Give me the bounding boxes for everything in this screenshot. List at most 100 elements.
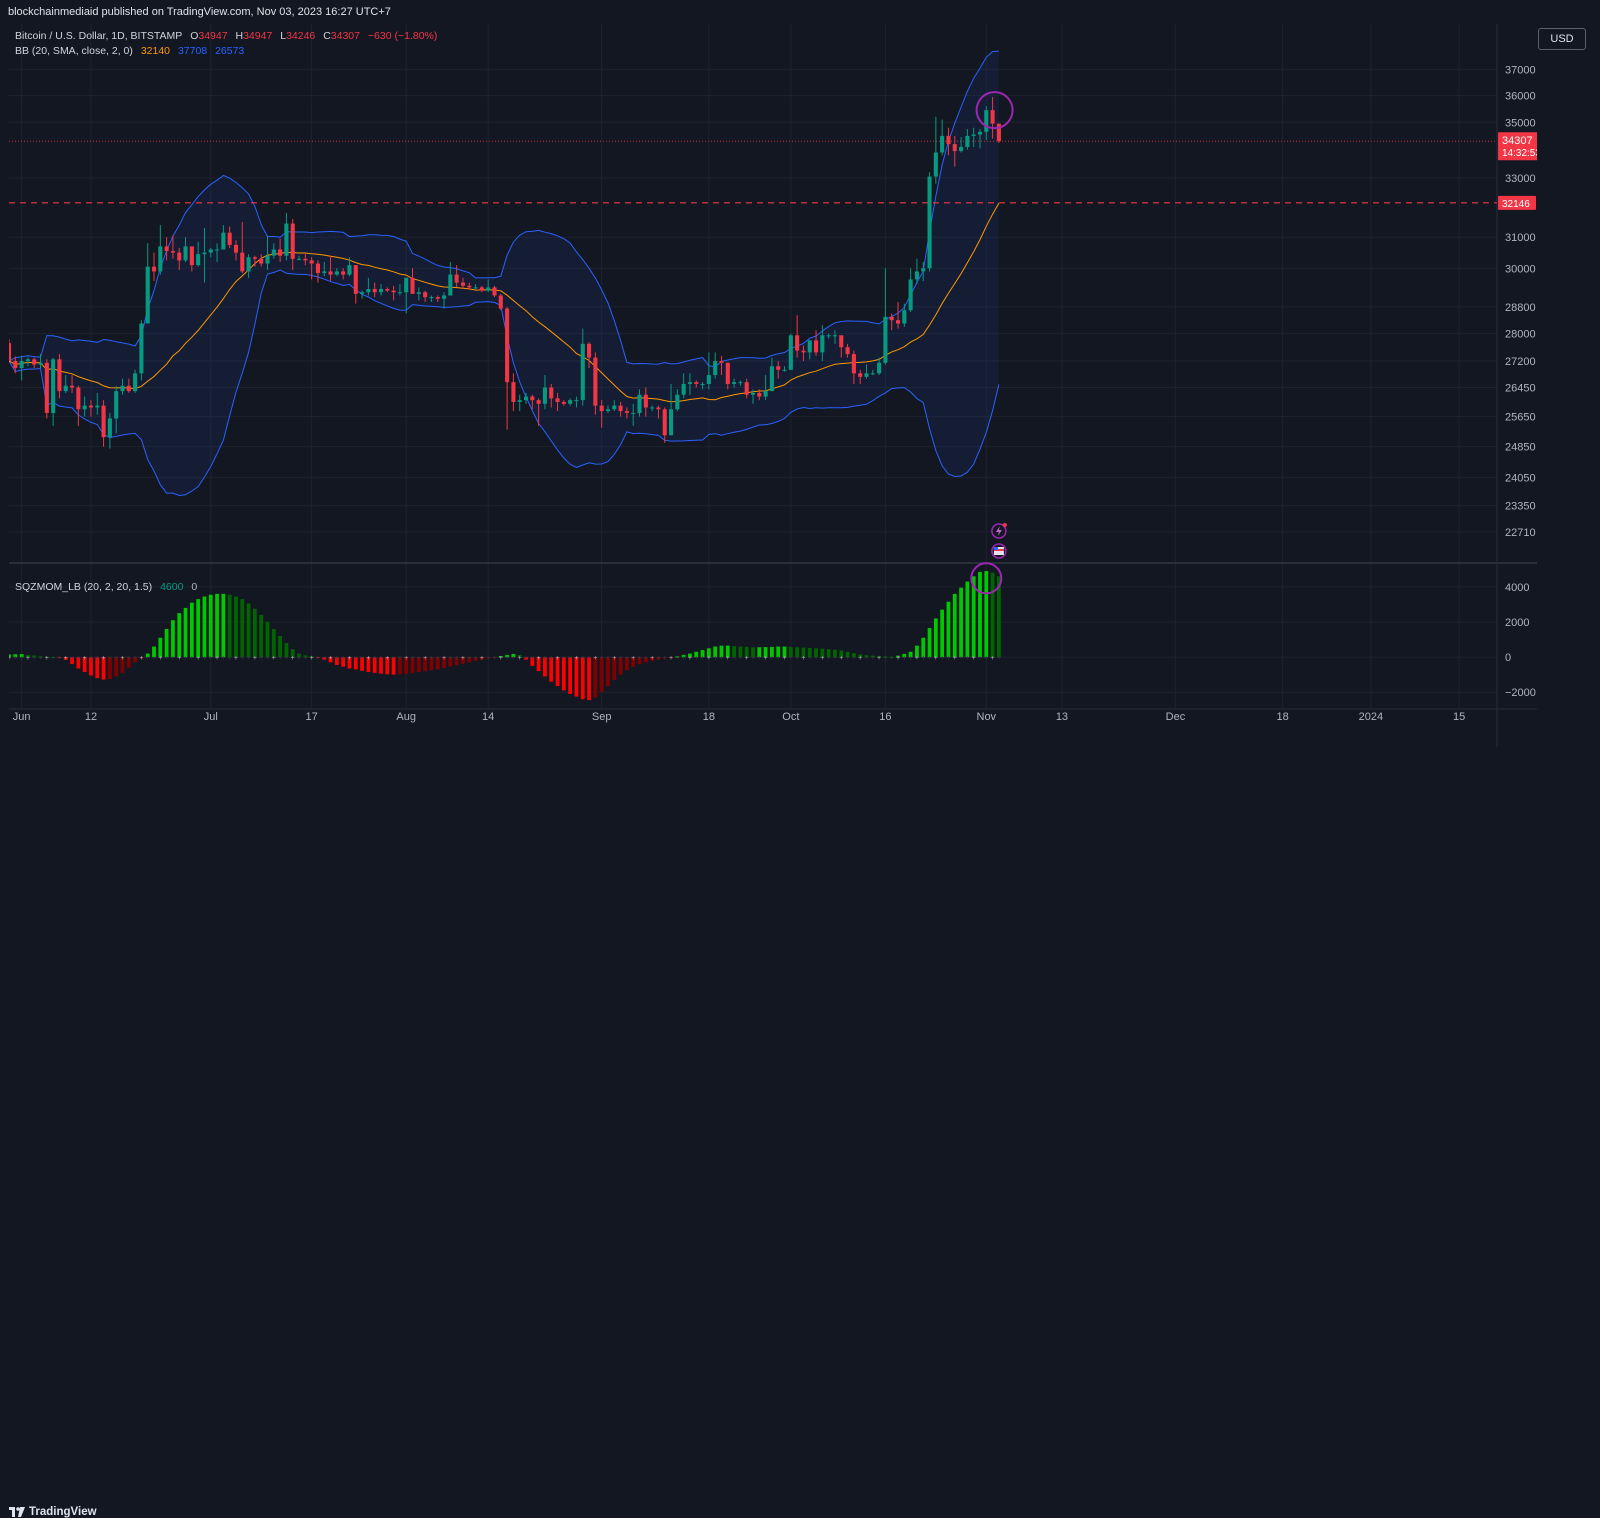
sqz-bar [379, 657, 383, 674]
candle-body [196, 254, 201, 266]
sqz-cross-marker: + [474, 655, 478, 662]
sqz-histogram: + + + + + + + + + + + + + + + + + + + + + + + + + + + + + + + + + + + + + + + +… [7, 571, 1001, 701]
sqz-cross-marker: + [177, 655, 181, 662]
candle-body [776, 366, 781, 370]
sqz-cross-marker: + [202, 655, 206, 662]
bb-indicator-name[interactable]: BB (20, SMA, close, 2, 0) [15, 45, 133, 57]
sqz-bar [738, 646, 743, 658]
sqz-cross-marker: + [385, 655, 389, 662]
sqz-indicator-name[interactable]: SQZMOM_LB (20, 2, 20, 1.5) [15, 581, 153, 593]
sqz-bar [814, 648, 818, 658]
sqz-bar [215, 593, 219, 658]
sqz-bar [435, 657, 440, 670]
candle-body [505, 308, 510, 383]
time-axis-label: 18 [703, 711, 715, 723]
symbol-title[interactable]: Bitcoin / U.S. Dollar, 1D, BITSTAMP [15, 30, 183, 42]
candle-body [492, 287, 497, 296]
sqz-cross-marker: + [215, 655, 219, 662]
sqz-bar [303, 655, 308, 658]
sqz-cross-marker: + [429, 655, 433, 662]
sqz-bar [858, 654, 863, 658]
sqz-cross-marker: + [883, 655, 887, 662]
bb-basis-line [8, 202, 1000, 403]
candle-body [303, 258, 308, 261]
event-flash-icon [991, 523, 1007, 539]
candle-body [687, 382, 692, 384]
time-axis-label: Sep [592, 711, 612, 723]
sqz-cross-marker: + [89, 655, 93, 662]
sqz-cross-marker: + [183, 655, 187, 662]
candle-body [555, 398, 560, 402]
sqz-bar [57, 657, 62, 659]
chart-canvas[interactable]: + + + + + + + + + + + + + + + + + + + + + + + + + + + + + + + + + + + + + + + +… [6, 24, 1547, 747]
publisher-info: blockchainmediaid published on TradingVi… [8, 6, 391, 18]
sqz-bar [227, 594, 232, 658]
candle-body [164, 246, 169, 252]
bb-legend: BB (20, SMA, close, 2, 0) 32140 37708 26… [15, 45, 249, 57]
candle-body [933, 152, 938, 177]
price-axis-label: 28800 [1505, 302, 1536, 314]
sqz-cross-marker: + [505, 655, 509, 662]
sqz-cross-marker: + [108, 655, 112, 662]
open-label: O [190, 30, 199, 42]
sqz-cross-marker: + [486, 655, 490, 662]
candle-body [189, 246, 194, 266]
sqz-cross-marker: + [581, 655, 585, 662]
candle-body [902, 310, 907, 324]
tradingview-logo[interactable]: TradingView [9, 1506, 97, 1518]
candle-body [410, 277, 415, 294]
sqz-bar [984, 571, 989, 658]
sqz-cross-marker: + [45, 655, 49, 662]
sqz-bar [681, 654, 686, 658]
price-legend: Bitcoin / U.S. Dollar, 1D, BITSTAMP O349… [15, 30, 442, 42]
sqz-cross-marker: + [991, 655, 995, 662]
candle-body [101, 405, 106, 438]
candle-body [70, 385, 75, 388]
sqz-bar [706, 648, 711, 658]
sqz-cross-marker: + [732, 655, 736, 662]
sqz-bar [744, 646, 749, 658]
sqz-bar [189, 602, 194, 658]
candle-body [202, 252, 207, 255]
time-axis-label: 18 [1277, 711, 1289, 723]
sqz-cross-marker: + [682, 655, 686, 662]
sqz-cross-marker: + [593, 655, 597, 662]
level-price-tag-bg [1498, 195, 1536, 210]
sqz-cross-marker: + [291, 655, 295, 662]
time-axis-label: Oct [782, 711, 799, 723]
candle-body [542, 387, 547, 404]
sqz-cross-marker: + [738, 655, 742, 662]
candle-body [706, 375, 711, 384]
candle-body [366, 289, 371, 293]
time-axis-label: 2024 [1359, 711, 1383, 723]
sqz-bar [259, 614, 264, 658]
sqz-bar [398, 657, 402, 675]
grid-lines [9, 24, 1497, 708]
sqz-cross-marker: + [637, 655, 641, 662]
sqz-cross-marker: + [789, 655, 793, 662]
sqz-bar [139, 657, 144, 659]
chart-frame[interactable]: + + + + + + + + + + + + + + + + + + + + + + + + + + + + + + + + + + + + + + + +… [6, 24, 1547, 747]
candle-body [858, 373, 863, 377]
sqz-bar [95, 657, 100, 679]
sqz-bar [580, 657, 585, 700]
sqz-cross-marker: + [877, 655, 881, 662]
sqz-bar [751, 647, 755, 658]
candle-body [360, 292, 365, 294]
sqz-cross-marker: + [965, 655, 969, 662]
candle-body [599, 405, 604, 412]
sqz-bar [643, 657, 648, 663]
candle-body [681, 383, 686, 395]
sqz-cross-marker: + [158, 655, 162, 662]
candle-body [296, 258, 302, 260]
sqz-bar [826, 649, 831, 658]
time-axis-label: Aug [396, 711, 416, 723]
sqz-bar [76, 657, 81, 669]
candle-body [668, 409, 674, 436]
currency-button[interactable]: USD [1538, 28, 1586, 50]
candle-body [908, 279, 913, 311]
sqz-bar [448, 657, 453, 667]
candle-body [864, 373, 869, 377]
sqz-cross-marker: + [909, 655, 913, 662]
sqz-cross-marker: + [600, 655, 604, 662]
